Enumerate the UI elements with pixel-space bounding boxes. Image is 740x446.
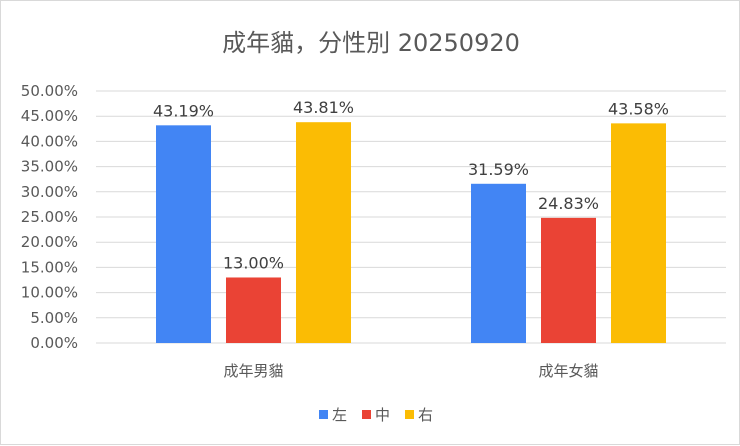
y-tick-label: 45.00% xyxy=(21,107,78,125)
data-label: 43.19% xyxy=(153,101,214,120)
x-axis-category-labels: 成年男貓 成年女貓 xyxy=(223,362,598,380)
data-label: 24.83% xyxy=(538,194,599,213)
y-tick-label: 0.00% xyxy=(30,334,78,352)
y-tick-label: 5.00% xyxy=(30,309,78,327)
legend-swatch-中 xyxy=(362,410,371,419)
data-labels: 43.19% 13.00% 43.81% 31.59% 24.83% 43.58% xyxy=(153,98,669,272)
bars xyxy=(156,122,666,343)
data-label: 43.81% xyxy=(293,98,354,117)
legend-swatch-左 xyxy=(319,410,328,419)
y-tick-label: 10.00% xyxy=(21,284,78,302)
bar-中 xyxy=(226,277,281,343)
bar-右 xyxy=(611,123,666,343)
y-axis-tick-labels: 0.00% 5.00% 10.00% 15.00% 20.00% 25.00% 30.00%… xyxy=(21,82,78,352)
x-category-label: 成年男貓 xyxy=(223,362,283,380)
bar-左 xyxy=(471,183,526,343)
y-tick-label: 50.00% xyxy=(21,82,78,100)
legend-label: 中 xyxy=(375,406,390,424)
bar-右 xyxy=(296,122,351,343)
y-tick-label: 20.00% xyxy=(21,233,78,251)
bar-左 xyxy=(156,125,211,343)
legend: 左中右 xyxy=(319,406,433,424)
chart-title: 成年貓，分性別 20250920 xyxy=(222,29,520,57)
data-label: 31.59% xyxy=(468,160,529,179)
x-category-label: 成年女貓 xyxy=(538,362,598,380)
y-tick-label: 40.00% xyxy=(21,132,78,150)
y-tick-label: 30.00% xyxy=(21,183,78,201)
y-tick-label: 35.00% xyxy=(21,158,78,176)
y-tick-label: 15.00% xyxy=(21,258,78,276)
legend-label: 左 xyxy=(332,406,347,424)
data-label: 43.58% xyxy=(608,99,669,118)
y-tick-label: 25.00% xyxy=(21,208,78,226)
data-label: 13.00% xyxy=(223,253,284,272)
legend-label: 右 xyxy=(418,406,433,424)
bar-中 xyxy=(541,217,596,343)
legend-swatch-右 xyxy=(405,410,414,419)
